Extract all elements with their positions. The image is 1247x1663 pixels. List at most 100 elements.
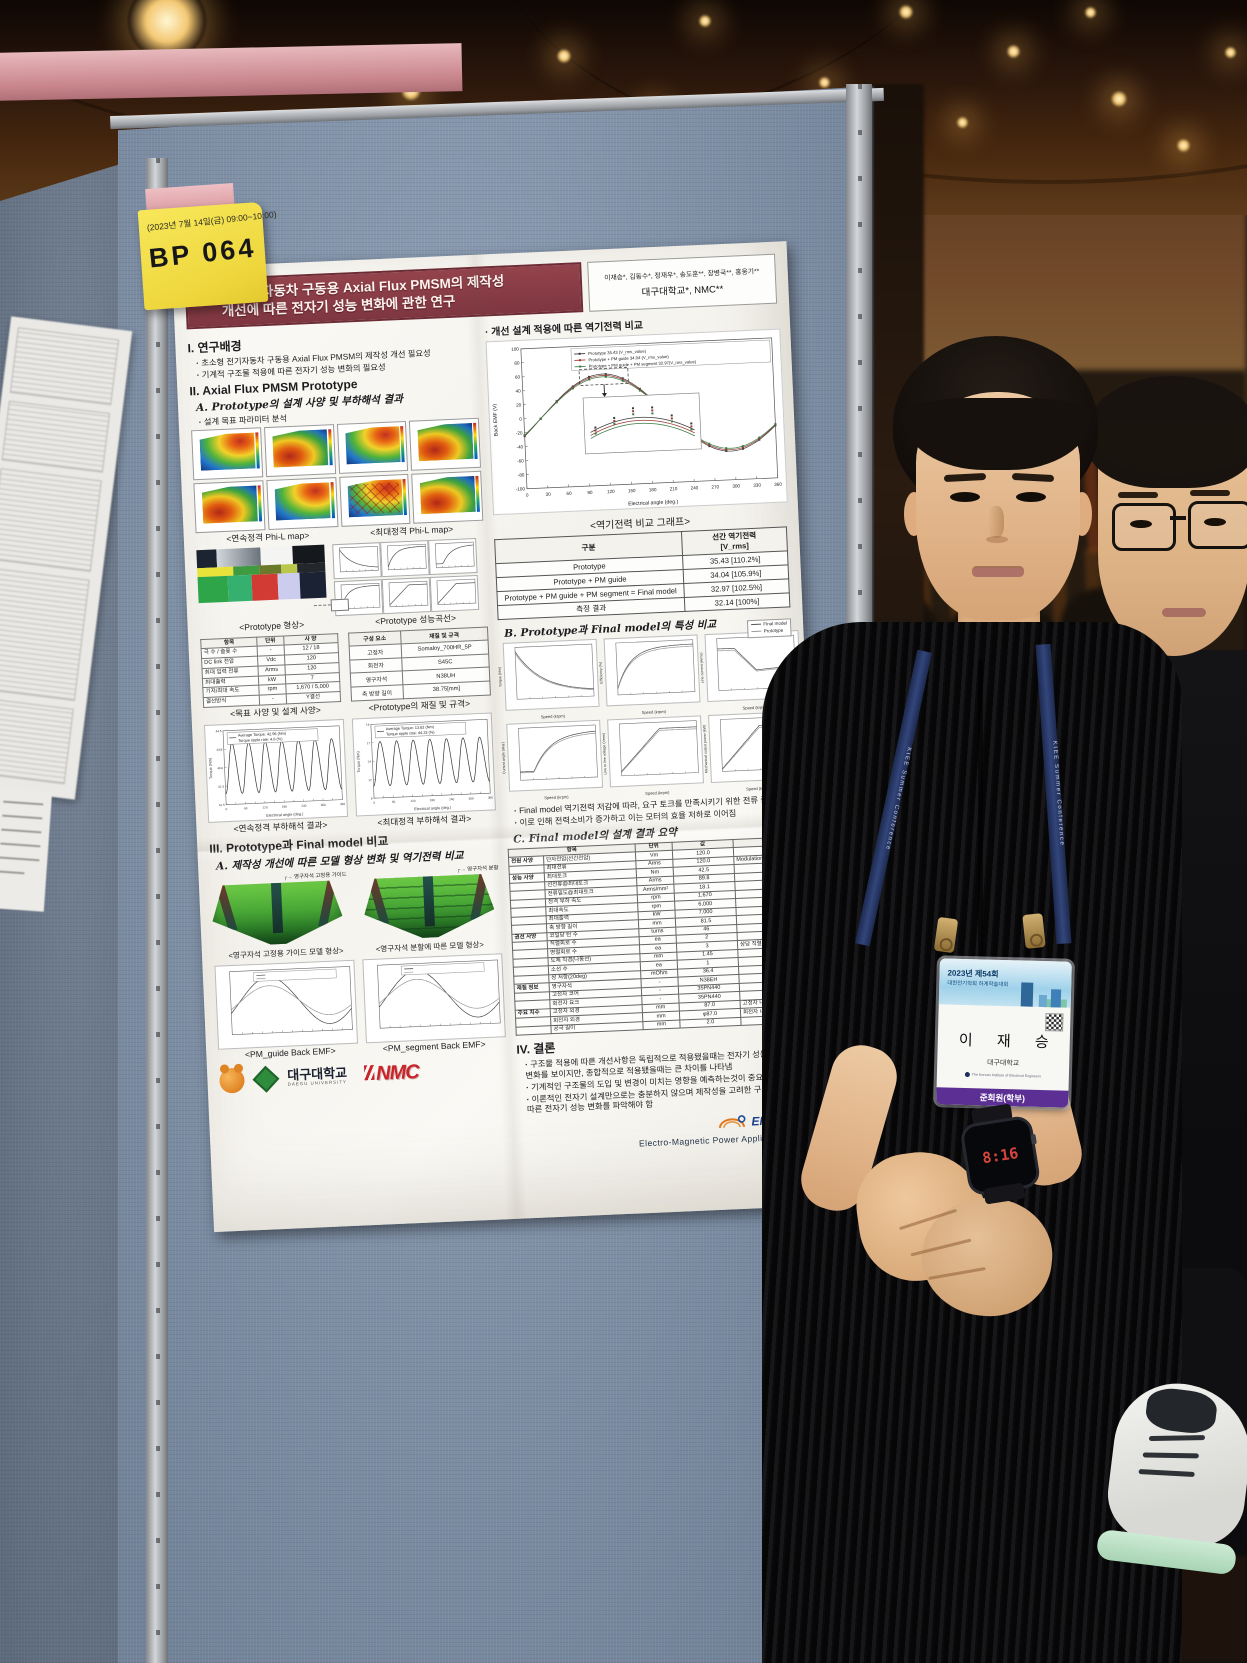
characteristic-curves-grid: Torque (Nm) Speed (krpm) Efficiency (%) … (498, 630, 805, 802)
university-logo: 대구대학교 DAEGU UNIVERSITY (287, 1065, 348, 1087)
svg-text:-60: -60 (517, 459, 524, 464)
svg-text:240: 240 (301, 803, 307, 807)
rotor-wedge-model (211, 880, 344, 950)
svg-text:Back EMF (V): Back EMF (V) (492, 404, 499, 437)
svg-text:Prototype + PM guide + PM segm: Prototype + PM guide + PM segment 32.97(… (589, 360, 697, 370)
svg-text:40: 40 (515, 389, 521, 394)
ceiling-light (556, 48, 572, 64)
svg-text:43.8: 43.8 (216, 747, 222, 751)
performance-curve (429, 574, 480, 612)
svg-text:80: 80 (514, 361, 520, 366)
ceiling-light (1224, 46, 1237, 59)
presenter-nose (988, 506, 1004, 538)
presenter-nose-shadow (986, 536, 1008, 543)
svg-text:100: 100 (511, 347, 519, 352)
presenter-eye (1016, 492, 1046, 502)
svg-text:180: 180 (430, 798, 436, 802)
nmc-logo: NMC (363, 1061, 419, 1086)
phi-l-map (411, 470, 484, 524)
svg-text:Electrical angle (deg.): Electrical angle (deg.) (266, 812, 304, 818)
svg-text:60: 60 (566, 491, 572, 496)
ceiling-light (1006, 44, 1021, 59)
session-sticky-note: (2023년 7월 14일(금) 09:00~10:00) BP 064 (137, 201, 277, 311)
svg-text:41.5: 41.5 (219, 803, 225, 807)
svg-text:0: 0 (519, 417, 522, 422)
cell-unit: - (259, 693, 287, 705)
ceiling-light (1110, 90, 1128, 108)
svg-text:-20: -20 (516, 431, 523, 436)
svg-text:0: 0 (373, 800, 375, 804)
svg-text:12: 12 (368, 778, 372, 782)
conference-poster: 초소형 전기자동차 구동용 Axial Flux PMSM의 제작성 개선에 따… (172, 241, 829, 1233)
svg-text:42.3: 42.3 (218, 784, 224, 788)
mini-chart-voltage: Line to line voltage (Vrms) Speed (krpm) (602, 715, 704, 797)
svg-text:330: 330 (753, 483, 761, 488)
badge-qr-code (1045, 1013, 1064, 1032)
performance-curve (428, 537, 478, 575)
svg-text:-40: -40 (516, 445, 523, 450)
back-emf-chart: 0 30 60 90 120 150 180 210 240 270 300 330 360 -100 -8… (485, 328, 788, 516)
svg-text:Average Torque: 13.62 (Nm): Average Torque: 13.62 (Nm) (386, 725, 435, 731)
ceiling-light (1176, 138, 1191, 153)
neighbor-poster-fragment (0, 788, 53, 912)
glasses-bridge (1170, 516, 1186, 520)
svg-text:180: 180 (649, 487, 657, 492)
pm-segment-model: 영구자석 분할 (362, 863, 501, 943)
pm-guide-model: 영구자석 고정용 가이드 (211, 870, 350, 950)
svg-text:19: 19 (366, 722, 370, 726)
mini-chart-current-angle: Current angle (deg.) Speed (krpm) (501, 719, 604, 802)
bystander-eyebrow (1118, 492, 1158, 498)
svg-text:43.0: 43.0 (217, 766, 223, 770)
svg-text:360: 360 (488, 795, 494, 799)
sneaker-lace (1148, 1435, 1206, 1441)
bystander-mouth (1162, 608, 1206, 617)
svg-text:270: 270 (711, 485, 719, 490)
affiliation-line: 대구대학교*, NMC** (641, 284, 724, 299)
cell-value: 2.0 (679, 1017, 742, 1029)
badge-name: 이 재 승 (958, 1031, 1059, 1052)
lanyard-clip (1022, 913, 1046, 949)
phi-l-map (266, 476, 338, 530)
svg-text:Prototype + PM guide 34.04 (V_: Prototype + PM guide 34.04 (V_rms_value) (588, 354, 669, 363)
svg-text:60: 60 (515, 375, 521, 380)
svg-text:Prototype 35.43 (V_rms_value): Prototype 35.43 (V_rms_value) (588, 349, 647, 357)
svg-text:60: 60 (244, 806, 248, 810)
phi-l-map (336, 420, 409, 474)
phi-l-map (338, 473, 411, 527)
material-spec-table: 구성 요소 재질 및 규격 고정자 Somaloy_700HR_5P 회전자 S… (348, 626, 491, 702)
smartwatch-screen: 8:16 (959, 1114, 1042, 1197)
board-frame-post (146, 158, 168, 1663)
svg-text:300: 300 (468, 796, 474, 800)
svg-text:Electrical angle (deg.): Electrical angle (deg.) (414, 805, 452, 811)
svg-text:120: 120 (262, 805, 268, 809)
nmc-logo-bars (363, 1064, 375, 1081)
svg-text:Electrical angle (deg.): Electrical angle (deg.) (628, 500, 679, 508)
presenter-mouth (972, 568, 1024, 577)
svg-text:30: 30 (545, 492, 551, 497)
ceiling-light (1084, 6, 1097, 19)
svg-text:-100: -100 (516, 487, 526, 492)
phi-l-map (409, 417, 481, 471)
phi-l-map-grid (191, 417, 484, 534)
watch-time: 8:16 (981, 1143, 1020, 1168)
cell-unit: mm (642, 1019, 681, 1030)
performance-curve (380, 539, 430, 577)
bystander-eyebrow (1190, 490, 1230, 496)
svg-text:180: 180 (282, 804, 288, 808)
cell-group (515, 1025, 552, 1036)
bystander-eye (1204, 518, 1226, 526)
svg-text:20: 20 (516, 403, 522, 408)
svg-text:9: 9 (371, 796, 373, 800)
cell-item: 결선방식 (203, 695, 261, 708)
ceiling-light (698, 14, 712, 28)
emf-comparison-table: 구분 선간 역기전력 [V_rms] Prototype 35.43 [110.… (494, 526, 791, 621)
prototype-cross-section-image (196, 544, 350, 617)
svg-text:0: 0 (225, 807, 227, 811)
svg-text:Average Torque: 42.96 (Nm): Average Torque: 42.96 (Nm) (238, 731, 287, 737)
badge-organization: The Korean Institute of Electrical Engin… (937, 1071, 1069, 1079)
target-spec-table: 항목 단위 사 양 극 수 / 슬롯 수 - 12 / 18 DC link (200, 632, 342, 708)
tiger-mascot-logo (218, 1067, 246, 1094)
svg-text:240: 240 (691, 486, 699, 491)
svg-text:120: 120 (607, 489, 615, 494)
mini-chart-torque: Torque (Nm) Speed (krpm) (498, 638, 600, 721)
